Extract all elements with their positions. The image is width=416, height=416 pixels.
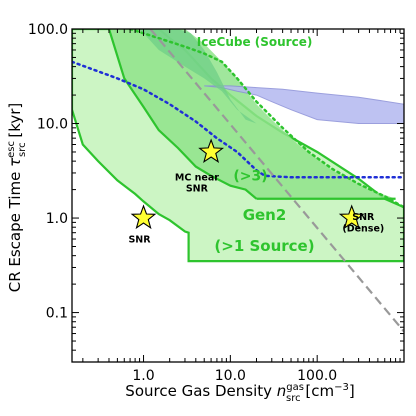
- axes: [71, 28, 405, 363]
- annotation-3: (>3): [233, 168, 267, 184]
- star-marker-2: [338, 204, 365, 230]
- annotation-8: (Dense): [342, 224, 384, 235]
- axis-labels: 1.0 10.0 100.0 100.0 10.0 1.0 0.1 Source Gas De…: [6, 22, 355, 404]
- y-tick-label: 0.1: [46, 306, 68, 322]
- star-marker-0: [130, 204, 157, 230]
- line-gen2-3-boundary: [107, 29, 258, 200]
- plot-frame: [71, 28, 405, 363]
- line-icecube-source: [128, 29, 404, 209]
- y-tick-label: 100.0: [28, 22, 68, 38]
- region-band: [204, 85, 404, 124]
- x-axis-label: Source Gas Density ngas src [cm−3]: [125, 382, 354, 404]
- y-tick-label: 1.0: [46, 211, 68, 227]
- line-blue-dotted: [72, 60, 404, 179]
- star-marker-1: [198, 138, 225, 163]
- annotation-0: IceCube (Source): [197, 35, 313, 49]
- annotation-1: Gen2: [243, 206, 287, 224]
- series-group: [72, 29, 404, 333]
- annotation-2: (>1 Source): [214, 237, 314, 255]
- plot-area: IceCube (Source) Gen2 (>1 Source) (>3) MC ne…: [72, 29, 404, 333]
- annotation-5: SNR: [186, 184, 209, 195]
- annotation-7: SNR: [352, 212, 375, 223]
- x-tick-label: 10.0: [215, 368, 246, 384]
- x-tick-label: 1.0: [132, 368, 154, 384]
- region-gen2-3-sources: [109, 29, 396, 199]
- y-axis-label: CR Escape Time τescsrc [kyr]: [6, 103, 28, 293]
- annotation-6: SNR: [128, 235, 151, 246]
- line-gray-dashed: [149, 29, 404, 333]
- x-tick-label: 100.0: [297, 368, 337, 384]
- y-tick-label: 10.0: [37, 117, 68, 133]
- annotation-4: MC near: [175, 172, 219, 183]
